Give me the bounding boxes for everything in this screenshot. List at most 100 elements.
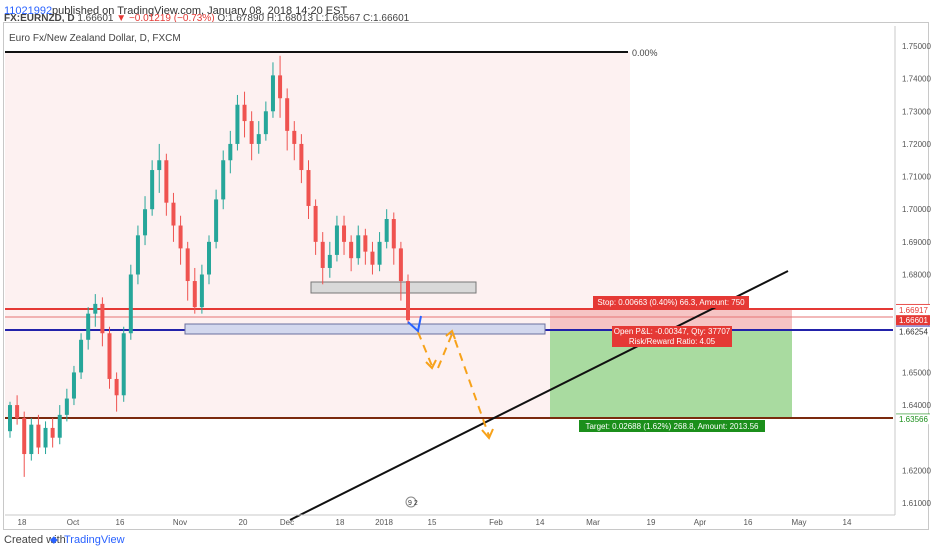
price-tick: 1.64000 [902, 401, 931, 410]
candle-body [64, 398, 69, 415]
fib-label: 0.00% [632, 48, 658, 58]
footer: Created with ⬥ TradingView [0, 531, 932, 550]
time-tick: 16 [116, 518, 125, 527]
time-tick: 2018 [375, 518, 393, 527]
candle-body [57, 414, 62, 438]
change-value: −0.01219 (−0.73%) [128, 13, 215, 24]
pl-label-box [612, 326, 732, 347]
candle-body [356, 235, 361, 259]
price-tick: 1.65000 [902, 368, 931, 377]
candle-body [22, 418, 27, 455]
candle-body [306, 170, 311, 206]
open-pl-label: Open P&L: -0.00347, Qty: 37707 [614, 327, 731, 336]
last-price: 1.66601 [77, 13, 114, 24]
resistance-box[interactable] [310, 281, 477, 294]
candle-body [370, 251, 375, 265]
price-axis[interactable]: 1.75000 1.74000 1.73000 1.72000 1.71000 1.700… [902, 42, 931, 508]
projection-path[interactable] [417, 331, 490, 437]
candle-body [164, 160, 169, 203]
tradingview-link[interactable]: TradingView [64, 534, 125, 546]
candle-body [377, 241, 382, 265]
candle-body [171, 202, 176, 226]
price-tick: 1.74000 [902, 75, 931, 84]
candle-body [278, 75, 283, 99]
stop-label-box [593, 296, 749, 308]
time-tick: May [791, 518, 806, 527]
target-label-box [579, 420, 765, 432]
candle-body [178, 225, 183, 249]
time-tick: 14 [536, 518, 545, 527]
candle-body [228, 143, 233, 161]
candle-body [384, 219, 389, 242]
symbol-line: FX:EURNZD, D 1.66601 ▼ −0.01219 (−0.73%)… [4, 13, 409, 25]
candle-body [50, 427, 55, 438]
candle-body [349, 241, 354, 259]
candle-body [285, 98, 290, 131]
time-tick: Nov [173, 518, 187, 527]
price-label: 1.66601 [899, 316, 928, 325]
price-tick: 1.62000 [902, 466, 931, 475]
price-label-box [896, 315, 930, 326]
arrow-heads [425, 329, 494, 440]
price-tick: 1.69000 [902, 238, 931, 247]
candle-body [242, 104, 247, 122]
time-tick: Feb [489, 518, 503, 527]
candle-body [29, 424, 34, 455]
symbol: FX:EURNZD, D [4, 13, 75, 24]
candle-body [342, 225, 347, 242]
price-label: 1.66254 [899, 327, 928, 336]
stop-zone[interactable] [550, 309, 792, 330]
time-tick: Mar [586, 518, 600, 527]
price-label-box [896, 304, 930, 315]
candle-body [292, 130, 297, 144]
candle-body [192, 281, 197, 308]
event-badge-text: 9 2 [408, 500, 418, 507]
candle-body [334, 225, 339, 255]
time-tick: 15 [428, 518, 437, 527]
time-tick: Oct [67, 518, 80, 527]
candle-body [93, 303, 98, 314]
candle-body [398, 248, 403, 282]
trendline[interactable] [289, 270, 789, 521]
candle-body [128, 274, 133, 334]
candle-body [270, 75, 275, 112]
event-badge-icon[interactable] [405, 496, 417, 508]
price-tick: 1.70000 [902, 205, 931, 214]
candle-body [313, 205, 318, 242]
candle-body [207, 241, 211, 275]
price-tick: 1.75000 [902, 42, 931, 51]
price-label-box [896, 414, 930, 425]
price-label: 1.63566 [899, 415, 928, 424]
candle-body [221, 160, 226, 200]
candle-body [263, 111, 268, 135]
price-tick: 1.73000 [902, 107, 931, 116]
time-tick: 18 [336, 518, 345, 527]
support-box[interactable] [184, 323, 546, 335]
created-with: Created with [4, 534, 66, 546]
candle-body [199, 274, 204, 308]
candle-body [114, 378, 119, 396]
time-tick: 18 [18, 518, 27, 527]
tradingview-logo-icon: ⬥ [50, 534, 58, 546]
change-down-icon: ▼ [116, 13, 127, 24]
price-tick: 1.61000 [902, 499, 931, 508]
candle-body [121, 333, 126, 396]
time-axis[interactable]: 18 Oct 16 Nov 20 Dec 18 2018 15 Feb 14 Mar 19 Apr 16 Ma… [18, 518, 852, 527]
candle-body [327, 254, 332, 268]
candle-body [249, 121, 254, 144]
price-labels: 1.669441.669171.666011.662801.662541.635… [896, 303, 930, 425]
price-tick: 1.71000 [902, 173, 931, 182]
candle-body [71, 372, 76, 399]
chart-title: Euro Fx/New Zealand Dollar, D, FXCM [9, 33, 181, 44]
chart-frame[interactable] [3, 22, 929, 530]
author-link[interactable]: 11021992 [4, 5, 53, 17]
candle-body [100, 303, 105, 334]
candles [8, 55, 410, 477]
candle-body [15, 405, 20, 419]
ohlc-values: O:1.67890 H:1.68013 L:1.66567 C:1.66601 [217, 13, 410, 24]
candle-body [363, 235, 368, 252]
candle-body [43, 427, 48, 448]
publish-header: 11021992 published on TradingView.com, J… [0, 0, 932, 22]
candle-body [157, 160, 162, 171]
